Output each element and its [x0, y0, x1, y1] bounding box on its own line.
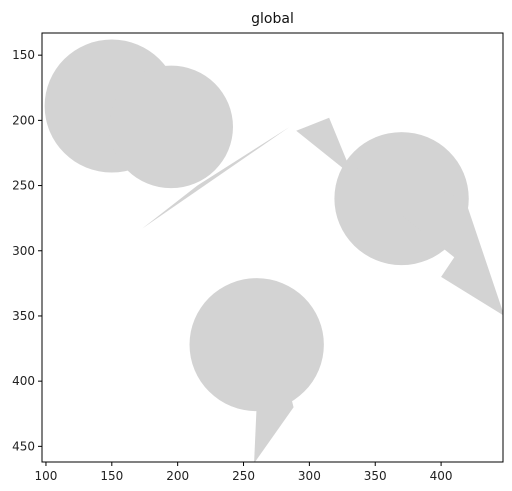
x-tick-label: 250: [232, 469, 255, 483]
y-tick-label: 200: [12, 113, 35, 127]
x-tick-label: 100: [34, 469, 57, 483]
speech-bubble-1: [44, 39, 290, 229]
x-tick-label: 350: [364, 469, 387, 483]
bubble-3-tail: [254, 381, 294, 462]
bubble-3-circle-1: [189, 278, 324, 412]
shapes-layer: [44, 39, 503, 462]
x-axis: 100 150 200 250 300 350 400: [34, 462, 453, 483]
plot-frame: [41, 32, 504, 463]
y-tick-label: 450: [12, 439, 35, 453]
speech-bubble-3: [189, 278, 324, 462]
y-tick-label: 400: [12, 374, 35, 388]
chart-title: global: [251, 11, 294, 27]
x-tick-label: 200: [166, 469, 189, 483]
speech-bubble-2: [296, 117, 503, 316]
x-tick-label: 400: [430, 469, 453, 483]
bubble-1-tail: [142, 126, 290, 229]
y-tick-label: 150: [12, 48, 35, 62]
y-axis: 150 200 250 300 350 400 450: [12, 48, 42, 453]
bubble-2-tail: [296, 117, 503, 316]
x-tick-label: 150: [100, 469, 123, 483]
y-tick-label: 250: [12, 179, 35, 193]
y-tick-label: 300: [12, 244, 35, 258]
x-tick-label: 300: [298, 469, 321, 483]
y-tick-label: 350: [12, 309, 35, 323]
bubble-1-circle-2: [109, 65, 233, 189]
